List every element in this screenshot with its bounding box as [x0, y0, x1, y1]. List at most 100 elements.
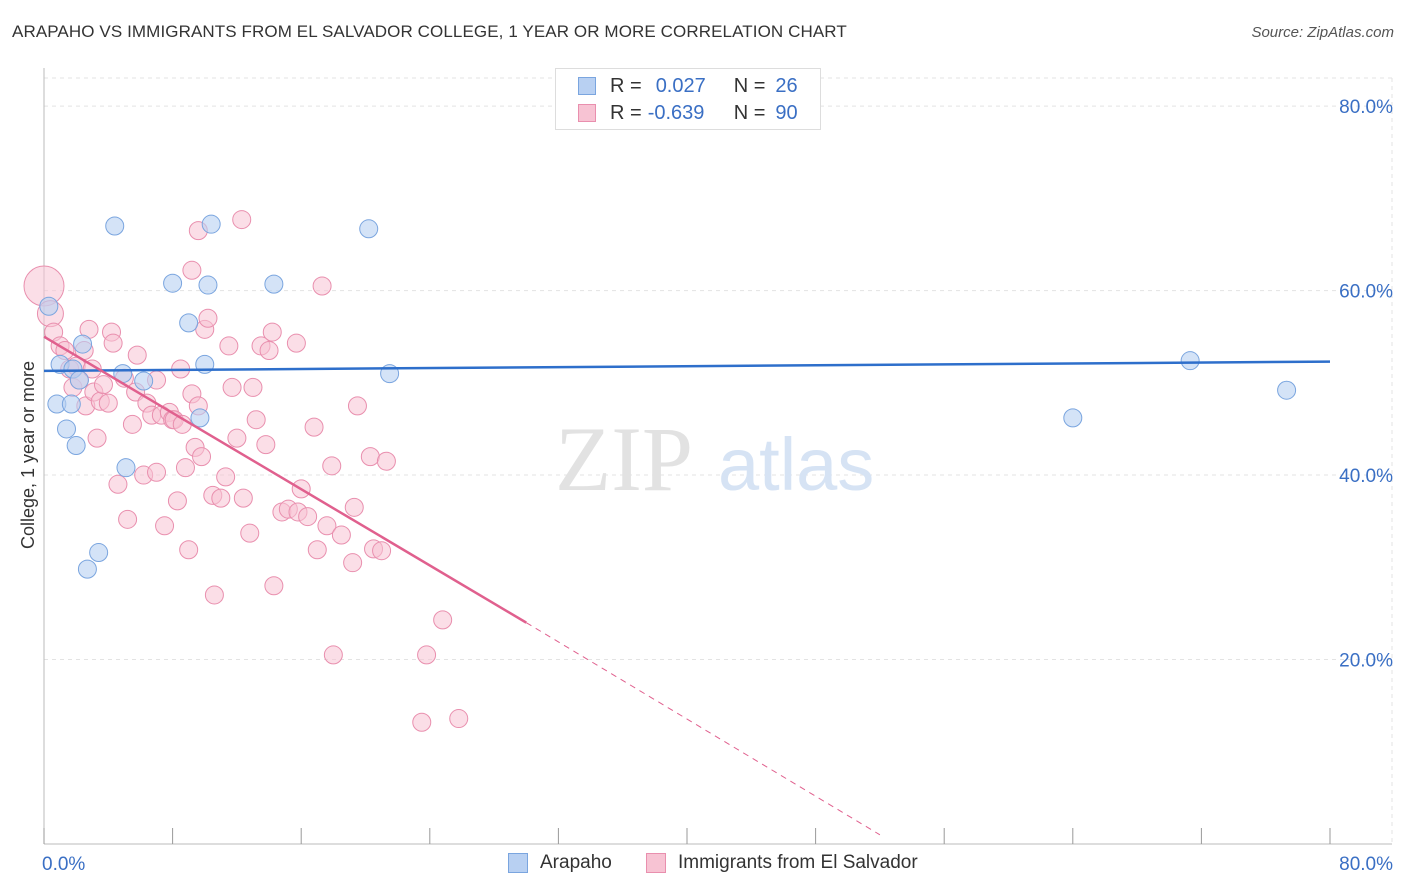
- x-tick-label: 0.0%: [42, 854, 85, 875]
- arapaho-point: [201, 214, 221, 234]
- salvador-point: [323, 645, 343, 665]
- y-tick-label: 80.0%: [1339, 97, 1393, 118]
- legend-n-label: N =: [733, 74, 766, 97]
- salvador-point: [175, 458, 195, 478]
- salvador-point: [87, 428, 107, 448]
- arapaho-point: [359, 219, 379, 239]
- salvador-point: [127, 345, 147, 365]
- salvador-point: [240, 523, 260, 543]
- salvador-point: [412, 712, 432, 732]
- arapaho-point: [66, 436, 86, 456]
- y-tick-label: 60.0%: [1339, 282, 1393, 303]
- salvador-point: [360, 447, 380, 467]
- arapaho-point: [198, 275, 218, 295]
- salvador-point: [286, 333, 306, 353]
- salvador-point: [307, 540, 327, 560]
- y-tick-label: 20.0%: [1339, 651, 1393, 672]
- arapaho-point: [163, 273, 183, 293]
- legend-swatch-salvador: [646, 853, 666, 873]
- salvador-point: [147, 462, 167, 482]
- salvador-point: [322, 456, 342, 476]
- legend-item-salvador[interactable]: Immigrants from El Salvador: [646, 852, 918, 874]
- watermark-atlas: atlas: [718, 423, 874, 506]
- salvador-point: [298, 507, 318, 527]
- legend-r-value: 0.027: [655, 74, 706, 97]
- legend-r-label: R =: [610, 74, 642, 97]
- arapaho-point: [57, 419, 77, 439]
- salvador-point: [82, 359, 102, 379]
- salvador-point: [256, 435, 276, 455]
- salvador-points: [23, 210, 469, 732]
- source-credit: Source: ZipAtlas.com: [1251, 24, 1394, 41]
- salvador-point: [417, 645, 437, 665]
- legend-label-arapaho: Arapaho: [540, 852, 612, 873]
- salvador-point: [262, 322, 282, 342]
- arapaho-point: [89, 543, 109, 563]
- arapaho-point: [39, 296, 59, 316]
- salvador-point: [118, 509, 138, 529]
- salvador-point: [317, 516, 337, 536]
- salvador-point: [179, 540, 199, 560]
- salvador-trend-line: [43, 335, 527, 624]
- arapaho-point: [61, 394, 81, 414]
- arapaho-point: [116, 458, 136, 478]
- salvador-point: [312, 276, 332, 296]
- salvador-point: [155, 516, 175, 536]
- salvador-point: [304, 417, 324, 437]
- legend-swatch-salvador: [578, 104, 596, 122]
- chart-title: ARAPAHO VS IMMIGRANTS FROM EL SALVADOR C…: [12, 22, 847, 41]
- salvador-point: [264, 576, 284, 596]
- axes-layer: [43, 68, 1392, 845]
- salvador-point: [211, 488, 231, 508]
- salvador-point: [246, 410, 266, 430]
- salvador-point: [122, 414, 142, 434]
- legend-item-arapaho[interactable]: Arapaho: [508, 852, 612, 874]
- salvador-point: [93, 375, 113, 395]
- salvador-point: [233, 488, 253, 508]
- arapaho-point: [69, 370, 89, 390]
- salvador-point: [219, 336, 239, 356]
- salvador-point: [376, 451, 396, 471]
- y-axis-label: College, 1 year or more: [18, 361, 38, 549]
- arapaho-point: [179, 313, 199, 333]
- x-tick-label: 80.0%: [1339, 854, 1393, 875]
- salvador-point: [344, 497, 364, 517]
- salvador-point: [227, 428, 247, 448]
- salvador-trend-extension: [525, 622, 881, 836]
- legend-n-value: 90: [775, 101, 798, 124]
- legend-row-salvador: R = -0.639 N = 90: [578, 101, 798, 125]
- salvador-point: [343, 553, 363, 573]
- legend-n-value: 26: [775, 74, 798, 97]
- legend-r-value: -0.639: [647, 101, 705, 124]
- arapaho-point: [105, 216, 125, 236]
- salvador-point: [192, 447, 212, 467]
- salvador-point: [243, 377, 263, 397]
- salvador-point: [216, 467, 236, 487]
- salvador-point: [182, 260, 202, 280]
- salvador-point: [103, 333, 123, 353]
- salvador-point: [372, 541, 392, 561]
- salvador-point: [232, 210, 252, 230]
- legend-n-label: N =: [733, 101, 766, 124]
- arapaho-point: [77, 559, 97, 579]
- arapaho-point: [264, 274, 284, 294]
- salvador-point: [204, 585, 224, 605]
- trend-layer: [43, 335, 1331, 836]
- salvador-point: [198, 308, 218, 328]
- arapaho-point: [73, 334, 93, 354]
- arapaho-point: [190, 408, 210, 428]
- arapaho-point: [1277, 380, 1297, 400]
- arapaho-trend-line: [43, 360, 1331, 373]
- legend-swatch-arapaho: [578, 77, 596, 95]
- y-tick-label: 40.0%: [1339, 466, 1393, 487]
- salvador-point: [433, 610, 453, 630]
- legend-label-salvador: Immigrants from El Salvador: [678, 852, 918, 873]
- arapaho-point: [134, 371, 154, 391]
- legend-r-label: R =: [610, 101, 642, 124]
- arapaho-point: [1180, 351, 1200, 371]
- salvador-point: [98, 393, 118, 413]
- arapaho-point: [1063, 408, 1083, 428]
- salvador-point: [449, 709, 469, 729]
- legend-row-arapaho: R = 0.027 N = 26: [578, 74, 798, 98]
